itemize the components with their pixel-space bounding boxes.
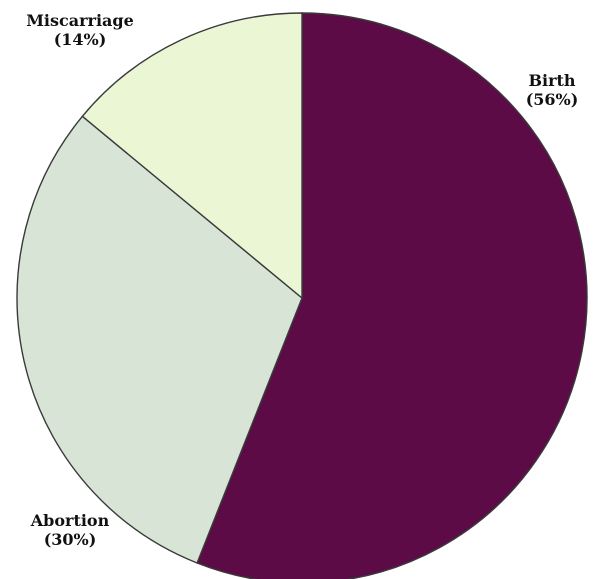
pie-slices: [16, 12, 588, 579]
slice-label-miscarriage: Miscarriage: [26, 11, 134, 30]
slice-label-birth: Birth: [528, 71, 575, 90]
slice-label-abortion: Abortion: [30, 511, 110, 530]
pie-labels: Birth(56%) Abortion(30%) Miscarriage(14%): [26, 11, 578, 549]
slice-percent-birth: (56%): [526, 90, 579, 109]
pie-slice-abortion: [16, 115, 303, 564]
pie-slice-birth: [196, 12, 588, 579]
pie-slice-miscarriage: [81, 12, 303, 300]
slice-percent-abortion: (30%): [44, 530, 97, 549]
slice-percent-miscarriage: (14%): [54, 30, 107, 49]
